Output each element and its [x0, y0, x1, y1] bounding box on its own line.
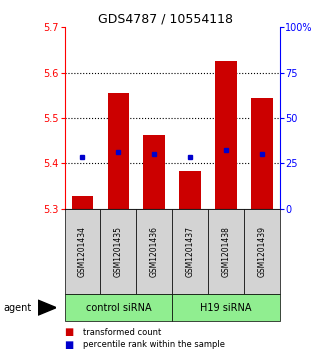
Text: control siRNA: control siRNA	[85, 303, 151, 313]
Bar	[72, 196, 93, 209]
Text: GSM1201436: GSM1201436	[150, 226, 159, 277]
Polygon shape	[38, 300, 56, 315]
Text: ■: ■	[65, 340, 74, 350]
Text: GSM1201437: GSM1201437	[186, 226, 195, 277]
Text: GDS4787 / 10554118: GDS4787 / 10554118	[98, 13, 233, 26]
Text: transformed count: transformed count	[83, 328, 161, 337]
Text: percentile rank within the sample: percentile rank within the sample	[83, 340, 225, 349]
Bar	[143, 135, 165, 209]
Text: agent: agent	[3, 303, 31, 313]
Text: GSM1201438: GSM1201438	[221, 226, 230, 277]
Text: GSM1201439: GSM1201439	[257, 226, 266, 277]
Bar	[251, 98, 272, 209]
Bar	[179, 171, 201, 209]
Bar	[215, 61, 237, 209]
Text: GSM1201435: GSM1201435	[114, 226, 123, 277]
Bar	[108, 93, 129, 209]
Text: H19 siRNA: H19 siRNA	[200, 303, 252, 313]
Text: GSM1201434: GSM1201434	[78, 226, 87, 277]
Text: ■: ■	[65, 327, 74, 337]
